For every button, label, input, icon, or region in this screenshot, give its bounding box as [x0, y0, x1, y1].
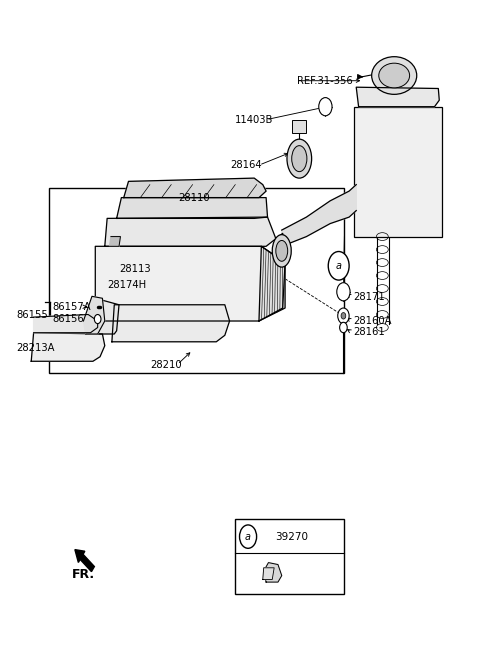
Text: 11403B: 11403B [235, 115, 274, 124]
Bar [235, 519, 344, 594]
Polygon shape [282, 185, 356, 246]
Text: 28171: 28171 [353, 292, 384, 302]
Polygon shape [263, 568, 274, 580]
Text: a: a [245, 532, 251, 542]
Polygon shape [96, 246, 285, 321]
Polygon shape [84, 296, 105, 334]
Polygon shape [34, 314, 97, 333]
Polygon shape [117, 198, 267, 218]
Bar [354, 107, 442, 236]
Text: 28113: 28113 [119, 264, 151, 274]
Ellipse shape [292, 145, 307, 172]
Polygon shape [264, 563, 282, 582]
Text: 86156: 86156 [53, 314, 84, 324]
Polygon shape [86, 298, 119, 334]
Circle shape [340, 322, 347, 333]
FancyArrow shape [75, 550, 95, 572]
Circle shape [341, 312, 346, 319]
Text: 28210: 28210 [150, 360, 181, 369]
Circle shape [240, 525, 257, 548]
Text: 86155: 86155 [16, 310, 48, 320]
Circle shape [328, 252, 349, 280]
Polygon shape [105, 217, 285, 263]
Ellipse shape [379, 63, 409, 88]
Ellipse shape [272, 234, 291, 267]
Ellipse shape [276, 240, 288, 261]
Text: 86157A: 86157A [53, 302, 91, 312]
Text: 28160A: 28160A [353, 316, 391, 326]
Polygon shape [356, 87, 439, 107]
Text: 28161: 28161 [353, 327, 384, 337]
Text: FR.: FR. [72, 568, 95, 581]
Text: 28213A: 28213A [16, 343, 55, 353]
Text: REF.31-356: REF.31-356 [297, 76, 353, 86]
Polygon shape [112, 305, 229, 342]
Circle shape [337, 283, 350, 301]
Circle shape [319, 98, 332, 116]
Polygon shape [259, 246, 285, 321]
Text: 28174H: 28174H [107, 280, 146, 290]
Polygon shape [109, 236, 120, 246]
Circle shape [95, 314, 101, 324]
Circle shape [338, 308, 349, 324]
Text: a: a [336, 261, 342, 271]
Ellipse shape [372, 57, 417, 94]
Polygon shape [124, 178, 266, 198]
Bar [49, 188, 344, 373]
Ellipse shape [287, 139, 312, 178]
Text: 28164: 28164 [230, 160, 262, 170]
Bar [292, 120, 306, 133]
Polygon shape [31, 333, 105, 362]
Text: 39270: 39270 [276, 532, 309, 542]
Text: 28110: 28110 [179, 193, 210, 202]
